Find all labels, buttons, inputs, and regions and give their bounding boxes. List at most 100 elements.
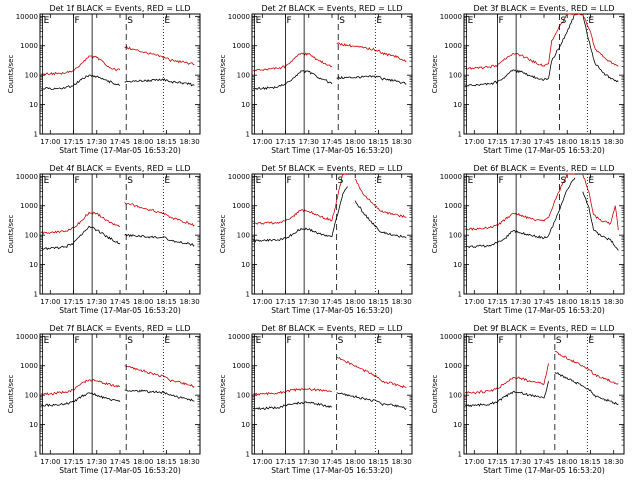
x-tick-label: 17:45 [534, 298, 554, 306]
x-tick-label: 17:15 [487, 458, 507, 466]
x-tick-label: 17:30 [299, 138, 319, 146]
y-tick-label: 10000 [228, 173, 250, 181]
y-axis-label: Counts/sec [219, 55, 227, 94]
lld-series-line [124, 365, 195, 388]
y-tick-label: 10 [241, 261, 250, 269]
event-marker-label: S [338, 336, 344, 346]
y-tick-label: 10000 [440, 13, 462, 21]
x-tick-label: 17:15 [275, 138, 295, 146]
event-marker-label: F [287, 16, 292, 26]
y-tick-label: 100 [237, 72, 250, 80]
event-marker-label: F [287, 336, 292, 346]
x-axis-label: Start Time (17-Mar-05 16:53:20) [59, 466, 181, 475]
y-axis-label: Counts/sec [7, 375, 15, 414]
events-series-line [252, 70, 333, 91]
x-axis-label: Start Time (17-Mar-05 16:53:20) [483, 306, 605, 315]
lld-series-line [40, 211, 120, 235]
event-marker-label: E [588, 336, 594, 346]
x-tick-label: 18:30 [392, 298, 412, 306]
lld-series-line [252, 52, 333, 72]
event-marker-label: E [468, 176, 474, 186]
events-series-line [124, 389, 195, 402]
x-tick-label: 17:00 [252, 138, 272, 146]
events-series-line [40, 74, 121, 91]
plot-frame [39, 173, 201, 295]
y-tick-label: 100 [25, 72, 38, 80]
y-tick-label: 1000 [20, 202, 38, 210]
x-tick-label: 17:15 [275, 298, 295, 306]
x-tick-label: 18:15 [368, 298, 388, 306]
y-tick-label: 10000 [16, 333, 38, 341]
event-marker-label: E [164, 176, 170, 186]
chart-title: Det 1f BLACK = Events, RED = LLD [49, 4, 190, 13]
y-tick-label: 1 [34, 451, 38, 459]
chart-title: Det 6f BLACK = Events, RED = LLD [473, 164, 614, 173]
lld-series-line [124, 202, 195, 227]
x-tick-label: 17:00 [464, 458, 484, 466]
lld-series-line [336, 356, 407, 389]
event-marker-label: S [560, 16, 566, 26]
event-marker-label: E [588, 16, 594, 26]
event-marker-label: F [499, 16, 504, 26]
events-series-line [554, 372, 619, 406]
y-tick-label: 1 [246, 291, 250, 299]
x-tick-label: 17:00 [40, 138, 60, 146]
event-marker-label: S [127, 16, 133, 26]
y-tick-label: 1 [246, 131, 250, 139]
x-tick-label: 18:30 [604, 138, 624, 146]
events-series-line [336, 75, 407, 85]
y-axis-label: Counts/sec [7, 55, 15, 94]
x-tick-label: 17:30 [87, 138, 107, 146]
event-marker-label: S [127, 336, 133, 346]
y-tick-label: 1 [458, 291, 462, 299]
x-tick-label: 17:00 [40, 458, 60, 466]
lld-series-line [40, 55, 121, 76]
plot-frame [251, 13, 413, 135]
event-marker-label: E [164, 16, 170, 26]
y-tick-label: 10000 [16, 173, 38, 181]
chart-panel-1: Det 1f BLACK = Events, RED = LLD 17:00 17:… [7, 4, 201, 155]
x-tick-label: 17:45 [534, 138, 554, 146]
x-tick-label: 17:00 [464, 138, 484, 146]
y-tick-label: 1000 [232, 42, 250, 50]
x-tick-label: 18:30 [180, 298, 200, 306]
lld-series-line [465, 13, 619, 70]
event-marker-label: E [376, 336, 382, 346]
x-tick-label: 17:45 [534, 458, 554, 466]
x-tick-label: 18:00 [557, 138, 577, 146]
x-tick-label: 18:30 [180, 138, 200, 146]
event-marker-label: S [127, 176, 133, 186]
y-axis-label: Counts/sec [7, 215, 15, 254]
x-tick-label: 18:15 [156, 298, 176, 306]
lld-series-line [554, 350, 619, 385]
events-series-line [252, 401, 332, 411]
chart-title: Det 5f BLACK = Events, RED = LLD [261, 164, 402, 173]
x-tick-label: 18:15 [156, 458, 176, 466]
x-tick-label: 18:00 [133, 138, 153, 146]
x-tick-label: 17:15 [487, 138, 507, 146]
y-tick-label: 1000 [232, 202, 250, 210]
y-tick-label: 10 [29, 101, 38, 109]
x-tick-label: 18:30 [392, 138, 412, 146]
event-marker-label: E [44, 336, 50, 346]
x-tick-label: 17:00 [464, 298, 484, 306]
chart-title: Det 7f BLACK = Events, RED = LLD [49, 324, 190, 333]
lld-series-line [252, 173, 348, 225]
x-tick-label: 17:45 [322, 138, 342, 146]
event-marker-label: E [44, 16, 50, 26]
y-tick-label: 100 [25, 232, 38, 240]
x-tick-label: 17:30 [511, 138, 531, 146]
y-tick-label: 10000 [228, 333, 250, 341]
plot-frame [39, 13, 201, 135]
events-series-line [41, 225, 121, 251]
y-tick-label: 10 [241, 101, 250, 109]
x-tick-label: 17:15 [487, 298, 507, 306]
x-tick-label: 17:15 [63, 298, 83, 306]
y-tick-label: 1 [34, 131, 38, 139]
event-marker-label: E [256, 176, 262, 186]
lld-series-line [464, 363, 549, 395]
